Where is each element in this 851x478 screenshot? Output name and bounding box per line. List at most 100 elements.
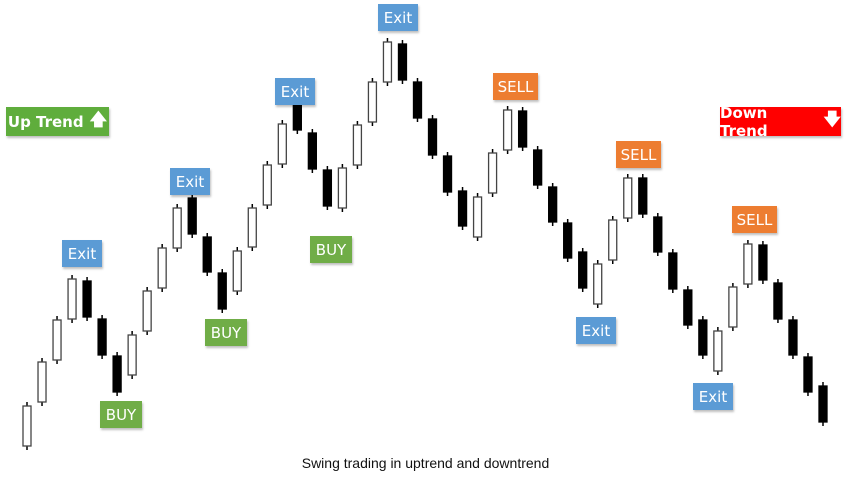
candle-bullish xyxy=(127,331,137,379)
candle-bullish xyxy=(487,149,498,197)
candle-body xyxy=(397,43,408,81)
candle-bullish xyxy=(37,358,47,406)
candle-body xyxy=(623,177,633,219)
candle-bearish xyxy=(427,115,438,159)
candle-body xyxy=(142,290,152,332)
candle-body xyxy=(37,361,47,403)
candle-body xyxy=(517,110,528,148)
down-trend-label: Down Trend 🡇 xyxy=(720,104,841,140)
candle-bearish xyxy=(457,187,468,230)
candle-bullish xyxy=(277,120,287,168)
candle-body xyxy=(548,186,558,223)
candle-bearish xyxy=(758,241,768,284)
candle-bearish xyxy=(97,315,107,359)
candle-bullish xyxy=(157,244,167,292)
candle-body xyxy=(22,405,32,447)
candle-bullish xyxy=(593,260,603,308)
candle-body xyxy=(82,280,92,318)
candle-body xyxy=(743,243,753,285)
candle-body xyxy=(668,252,678,290)
candle-bearish xyxy=(82,277,92,321)
up-trend-label: Up Trend 🡅 xyxy=(6,107,109,136)
candle-bullish xyxy=(623,174,633,222)
candle-bearish xyxy=(202,233,212,276)
candle-body xyxy=(683,289,693,326)
signal-sell: SELL xyxy=(732,206,777,233)
candle-body xyxy=(532,149,543,186)
signal-exit: Exit xyxy=(576,317,616,344)
candle-bearish xyxy=(187,194,197,238)
candle-bullish xyxy=(382,38,393,86)
candle-body xyxy=(322,169,333,207)
candle-bearish xyxy=(442,152,453,196)
candle-bearish xyxy=(773,279,783,323)
candle-bearish xyxy=(653,213,663,256)
candle-bearish xyxy=(307,129,318,173)
candle-body xyxy=(352,124,363,166)
candle-bearish xyxy=(397,40,408,84)
candle-body xyxy=(698,319,708,356)
signal-exit: Exit xyxy=(170,168,210,195)
candle-body xyxy=(112,355,122,393)
candle-body xyxy=(217,272,227,310)
candle-bullish xyxy=(172,204,182,252)
candle-body xyxy=(187,197,197,235)
candle-bullish xyxy=(352,121,363,169)
candle-bullish xyxy=(247,204,257,251)
candle-bullish xyxy=(232,247,242,295)
candle-body xyxy=(52,319,62,361)
candle-bearish xyxy=(698,316,708,359)
candle-bullish xyxy=(337,164,348,212)
candle-bearish xyxy=(578,248,588,292)
signal-buy: BUY xyxy=(205,319,247,346)
candle-bearish xyxy=(217,269,227,313)
candle-bearish xyxy=(412,78,423,122)
candle-bearish xyxy=(818,382,828,426)
candle-body xyxy=(232,250,242,292)
signal-exit: Exit xyxy=(693,383,733,410)
candle-bearish xyxy=(668,249,678,293)
candle-bearish xyxy=(532,146,543,189)
candle-body xyxy=(472,196,483,238)
signal-sell: SELL xyxy=(493,73,538,100)
candle-bullish xyxy=(262,161,272,209)
candle-bullish xyxy=(367,78,378,126)
candle-body xyxy=(127,334,137,376)
candle-bullish xyxy=(52,316,62,364)
candle-bullish xyxy=(22,402,32,450)
caption: Swing trading in uptrend and downtrend xyxy=(301,455,550,471)
candle-body xyxy=(502,109,513,151)
candle-body xyxy=(773,282,783,320)
candle-body xyxy=(563,222,573,259)
signal-exit: Exit xyxy=(275,78,315,105)
candle-bullish xyxy=(608,216,618,264)
candle-bearish xyxy=(803,353,813,396)
candle-body xyxy=(172,207,182,249)
candle-bearish xyxy=(683,286,693,329)
candle-body xyxy=(803,356,813,393)
candle-body xyxy=(442,155,453,193)
candle-body xyxy=(457,190,468,227)
candle-body xyxy=(487,152,498,194)
signal-buy: BUY xyxy=(100,401,142,428)
down-trend-text: Down Trend xyxy=(720,103,768,140)
candle-body xyxy=(758,244,768,281)
candle-body xyxy=(382,41,393,83)
candle-body xyxy=(728,286,738,328)
candle-body xyxy=(247,207,257,248)
signal-sell: SELL xyxy=(616,141,661,168)
candle-bullish xyxy=(67,275,77,323)
candle-body xyxy=(593,263,603,305)
candle-body xyxy=(262,164,272,206)
candle-body xyxy=(638,177,648,215)
candle-bullish xyxy=(472,193,483,241)
candle-body xyxy=(337,167,348,209)
candle-body xyxy=(367,81,378,123)
candle-bullish xyxy=(142,287,152,335)
candle-body xyxy=(307,132,318,170)
signal-buy: BUY xyxy=(310,236,352,263)
arrow-down-icon: 🡇 xyxy=(823,110,841,130)
candle-bearish xyxy=(563,219,573,262)
candle-bearish xyxy=(322,166,333,210)
